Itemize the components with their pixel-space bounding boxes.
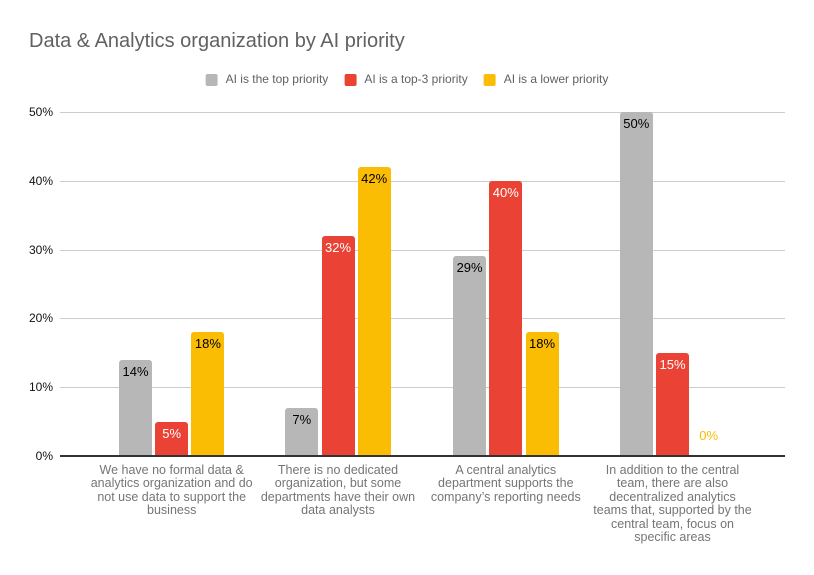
category-label-3: In addition to the central team, there a…	[593, 462, 752, 545]
chart-title: Data & Analytics organization by AI prio…	[29, 30, 405, 52]
legend-label: AI is a top-3 priority	[364, 72, 468, 86]
bar-value-label: 29%	[456, 260, 483, 275]
bar-s0-c3[interactable]	[619, 112, 653, 457]
legend-swatch-icon	[344, 73, 357, 86]
category-label-2: A central analytics department supports …	[430, 462, 581, 504]
legend-item-0[interactable]: AI is the top priority	[205, 72, 329, 86]
bar-s1-c1[interactable]	[321, 236, 355, 457]
bar-s2-c1[interactable]	[357, 167, 391, 457]
y-tick-label-30: 30%	[28, 243, 53, 257]
x-axis-line	[60, 455, 785, 457]
bar-value-label: 42%	[361, 171, 388, 186]
bar-value-label: 18%	[194, 336, 221, 351]
bar-s1-c0[interactable]	[155, 422, 189, 457]
bar-value-label: 14%	[122, 364, 149, 379]
bar-value-label: 50%	[623, 116, 650, 131]
gridline-40	[60, 181, 785, 182]
bar-s0-c0[interactable]	[119, 360, 152, 457]
bar-s2-c2[interactable]	[525, 332, 559, 457]
legend-swatch-icon	[483, 73, 496, 86]
legend-label: AI is the top priority	[225, 72, 329, 86]
bar-s1-c2[interactable]	[489, 181, 523, 457]
legend-swatch-icon	[205, 73, 218, 86]
category-label-1: There is no dedicated organization, but …	[260, 462, 416, 518]
bar-s1-c3[interactable]	[656, 353, 689, 457]
y-tick-label-40: 40%	[28, 174, 53, 188]
bar-value-label: 15%	[659, 357, 686, 372]
bar-value-label: 7%	[292, 412, 312, 427]
legend-item-1[interactable]: AI is a top-3 priority	[344, 72, 468, 86]
bar-s2-c0[interactable]	[191, 332, 225, 457]
bar-s0-c2[interactable]	[453, 256, 487, 457]
y-tick-label-50: 50%	[28, 105, 53, 119]
legend-item-2[interactable]: AI is a lower priority	[483, 72, 609, 86]
bar-s0-c1[interactable]	[285, 408, 319, 457]
y-tick-label-20: 20%	[28, 311, 53, 325]
gridline-30	[60, 250, 785, 251]
bar-value-label: 40%	[492, 185, 519, 200]
bar-value-label: 0%	[699, 428, 719, 443]
y-tick-label-10: 10%	[28, 380, 53, 394]
chart-legend: AI is the top priority AI is a top-3 prio…	[205, 72, 609, 86]
legend-label: AI is a lower priority	[503, 72, 609, 86]
bar-value-label: 18%	[528, 336, 556, 351]
bar-value-label: 5%	[162, 426, 182, 441]
category-label-0: We have no formal data & analytics organ…	[90, 462, 253, 518]
gridline-20	[60, 318, 785, 319]
bar-value-label: 32%	[324, 240, 352, 255]
y-tick-label-0: 0%	[35, 449, 53, 463]
gridline-50	[60, 112, 785, 113]
gridline-10	[60, 387, 785, 388]
